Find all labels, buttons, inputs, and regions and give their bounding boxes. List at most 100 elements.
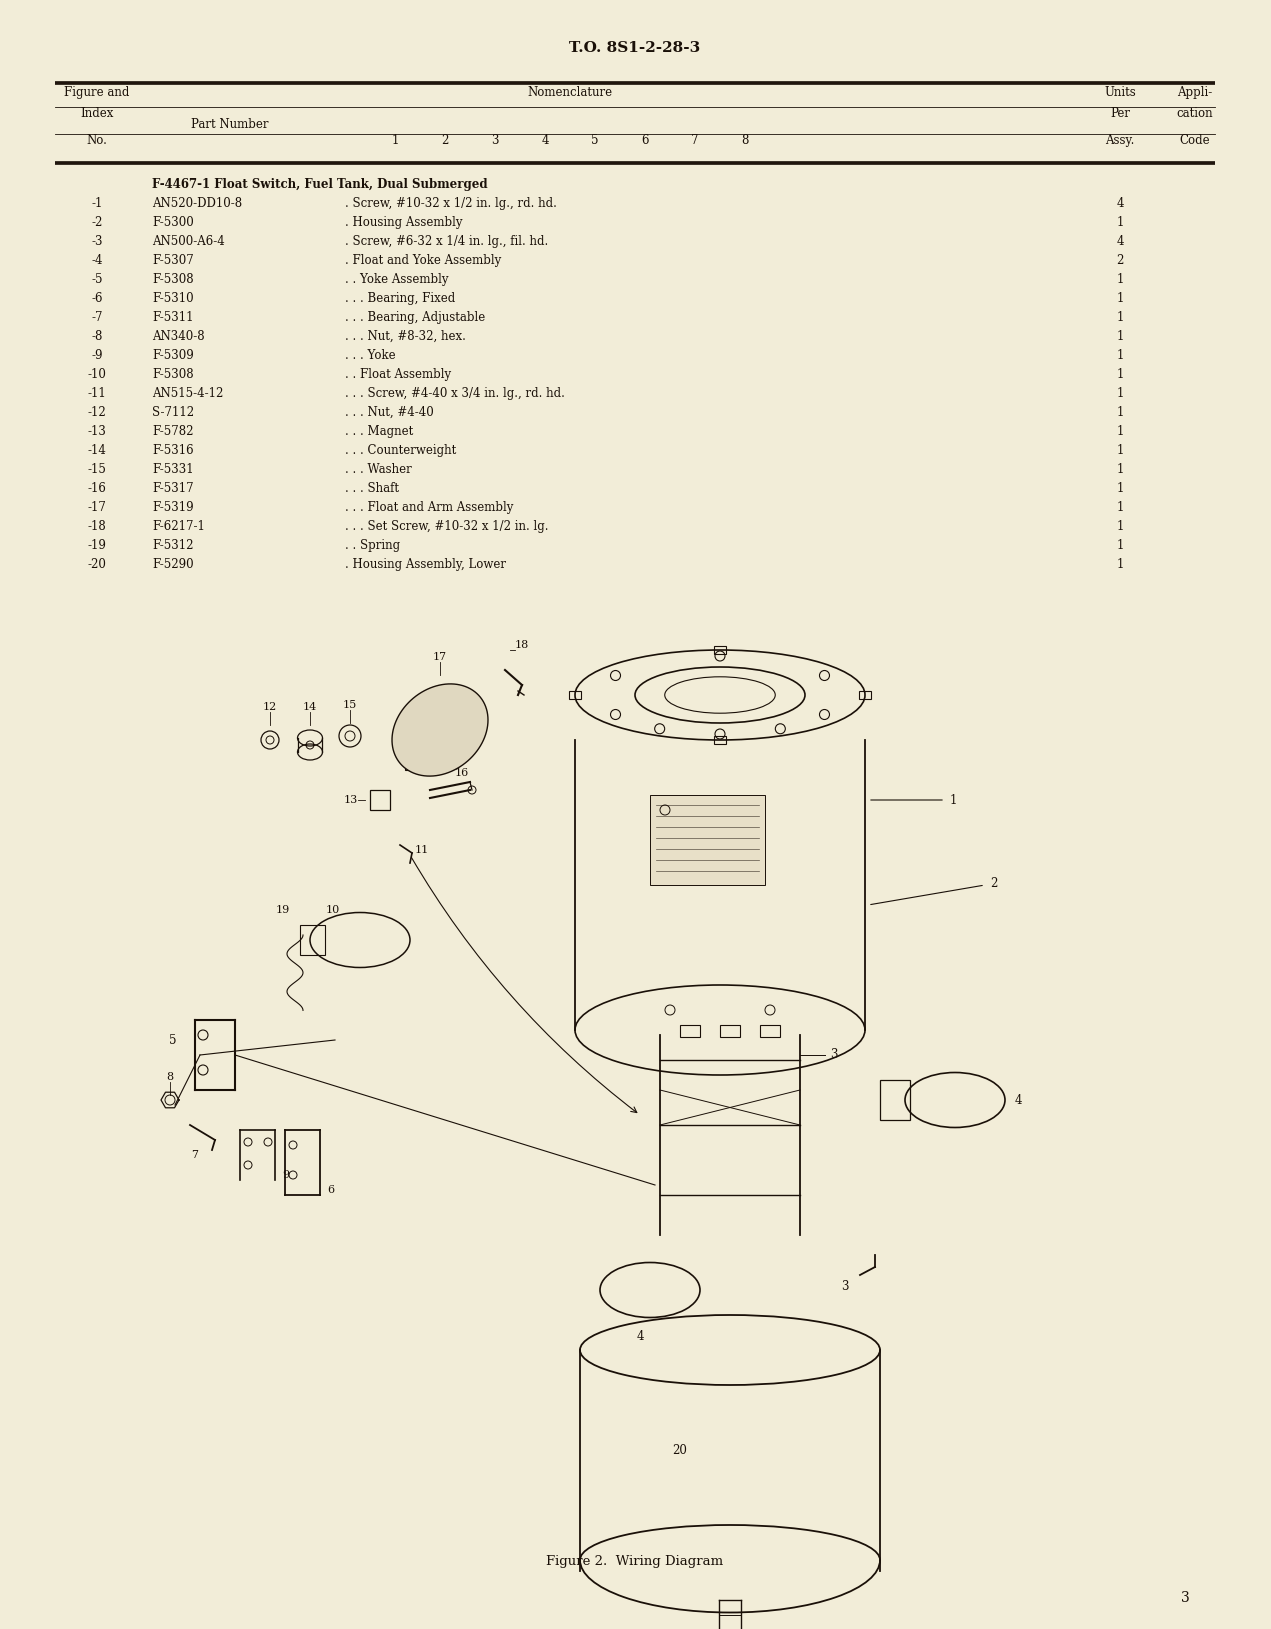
Text: -1: -1 <box>92 197 103 210</box>
Text: 2: 2 <box>441 134 449 147</box>
Text: 1: 1 <box>1116 463 1124 476</box>
Text: . Float and Yoke Assembly: . Float and Yoke Assembly <box>344 254 501 267</box>
Text: . . . Nut, #8-32, hex.: . . . Nut, #8-32, hex. <box>344 331 466 344</box>
Text: 1: 1 <box>1116 274 1124 287</box>
Text: 1: 1 <box>1116 502 1124 515</box>
Text: 13: 13 <box>343 795 358 805</box>
Text: 4: 4 <box>1016 1093 1022 1106</box>
Text: 19: 19 <box>276 906 290 915</box>
Text: . Housing Assembly, Lower: . Housing Assembly, Lower <box>344 559 506 572</box>
Text: 1: 1 <box>1116 539 1124 552</box>
Text: 20: 20 <box>672 1443 688 1456</box>
Text: F-5316: F-5316 <box>153 445 193 458</box>
Text: 1: 1 <box>1116 406 1124 419</box>
Text: . . . Set Screw, #10-32 x 1/2 in. lg.: . . . Set Screw, #10-32 x 1/2 in. lg. <box>344 520 549 533</box>
Text: . Housing Assembly: . Housing Assembly <box>344 217 463 230</box>
Text: 1: 1 <box>391 134 399 147</box>
Bar <box>880 1080 910 1121</box>
Text: 8: 8 <box>741 134 749 147</box>
Text: 1: 1 <box>1116 388 1124 401</box>
Text: 2: 2 <box>1116 254 1124 267</box>
Text: 6: 6 <box>642 134 648 147</box>
Text: . . . Float and Arm Assembly: . . . Float and Arm Assembly <box>344 502 513 515</box>
Text: Index: Index <box>80 108 113 121</box>
Text: Assy.: Assy. <box>1106 134 1135 147</box>
Text: F-5308: F-5308 <box>153 368 193 381</box>
Text: 5: 5 <box>169 1033 177 1046</box>
Text: 1: 1 <box>949 793 957 806</box>
Text: 1: 1 <box>1116 311 1124 324</box>
Text: . . . Yoke: . . . Yoke <box>344 349 395 362</box>
Text: 2: 2 <box>990 876 998 889</box>
Text: . . . Counterweight: . . . Counterweight <box>344 445 456 458</box>
Bar <box>760 1025 780 1038</box>
Text: 4: 4 <box>637 1329 643 1342</box>
Text: -14: -14 <box>88 445 107 458</box>
Bar <box>649 795 765 885</box>
Text: 1: 1 <box>1116 445 1124 458</box>
Text: Part Number: Part Number <box>191 117 268 130</box>
Text: AN340-8: AN340-8 <box>153 331 205 344</box>
Text: -6: -6 <box>92 292 103 305</box>
Text: 1: 1 <box>1116 349 1124 362</box>
Text: -11: -11 <box>88 388 107 401</box>
Text: 1: 1 <box>1116 520 1124 533</box>
Text: 4: 4 <box>1116 235 1124 248</box>
Text: No.: No. <box>86 134 108 147</box>
Text: F-5310: F-5310 <box>153 292 193 305</box>
Text: -9: -9 <box>92 349 103 362</box>
Text: 5: 5 <box>591 134 599 147</box>
Bar <box>405 725 435 771</box>
Text: -2: -2 <box>92 217 103 230</box>
Text: -7: -7 <box>92 311 103 324</box>
Text: 1: 1 <box>1116 482 1124 495</box>
Text: F-5307: F-5307 <box>153 254 193 267</box>
Bar <box>370 790 390 810</box>
Text: F-4467-1 Float Switch, Fuel Tank, Dual Submerged: F-4467-1 Float Switch, Fuel Tank, Dual S… <box>153 178 488 191</box>
Text: 4: 4 <box>541 134 549 147</box>
Text: AN515-4-12: AN515-4-12 <box>153 388 224 401</box>
Text: 1: 1 <box>1116 559 1124 572</box>
Text: 1: 1 <box>1116 331 1124 344</box>
Text: -8: -8 <box>92 331 103 344</box>
Text: 18: 18 <box>515 640 529 650</box>
Text: AN500-A6-4: AN500-A6-4 <box>153 235 225 248</box>
Text: -18: -18 <box>88 520 107 533</box>
Polygon shape <box>391 684 488 775</box>
Text: F-5331: F-5331 <box>153 463 193 476</box>
Text: . Screw, #6-32 x 1/4 in. lg., fil. hd.: . Screw, #6-32 x 1/4 in. lg., fil. hd. <box>344 235 548 248</box>
Text: 1: 1 <box>1116 217 1124 230</box>
Text: 9: 9 <box>282 1170 289 1179</box>
Text: 16: 16 <box>455 767 469 779</box>
Text: -19: -19 <box>88 539 107 552</box>
Text: 1: 1 <box>1116 292 1124 305</box>
Text: 3: 3 <box>1181 1592 1190 1605</box>
Text: . . Spring: . . Spring <box>344 539 400 552</box>
Text: 1: 1 <box>1116 368 1124 381</box>
Text: 14: 14 <box>302 702 318 712</box>
Text: 8: 8 <box>167 1072 174 1082</box>
Text: F-5308: F-5308 <box>153 274 193 287</box>
Text: Per: Per <box>1110 108 1130 121</box>
Text: . . Float Assembly: . . Float Assembly <box>344 368 451 381</box>
Text: 4: 4 <box>1116 197 1124 210</box>
Text: 15: 15 <box>343 700 357 710</box>
Text: -17: -17 <box>88 502 107 515</box>
Text: . . . Washer: . . . Washer <box>344 463 412 476</box>
Text: Nomenclature: Nomenclature <box>527 86 613 99</box>
Text: F-5319: F-5319 <box>153 502 193 515</box>
Bar <box>719 1025 740 1038</box>
Text: -5: -5 <box>92 274 103 287</box>
Text: 12: 12 <box>263 702 277 712</box>
Text: -13: -13 <box>88 425 107 438</box>
Text: F-5782: F-5782 <box>153 425 193 438</box>
Text: 7: 7 <box>691 134 699 147</box>
Text: F-5300: F-5300 <box>153 217 193 230</box>
Text: -16: -16 <box>88 482 107 495</box>
Text: -15: -15 <box>88 463 107 476</box>
Text: Figure and: Figure and <box>65 86 130 99</box>
Text: F-5290: F-5290 <box>153 559 193 572</box>
Text: AN520-DD10-8: AN520-DD10-8 <box>153 197 241 210</box>
Text: 3: 3 <box>841 1280 849 1293</box>
Text: . . . Magnet: . . . Magnet <box>344 425 413 438</box>
